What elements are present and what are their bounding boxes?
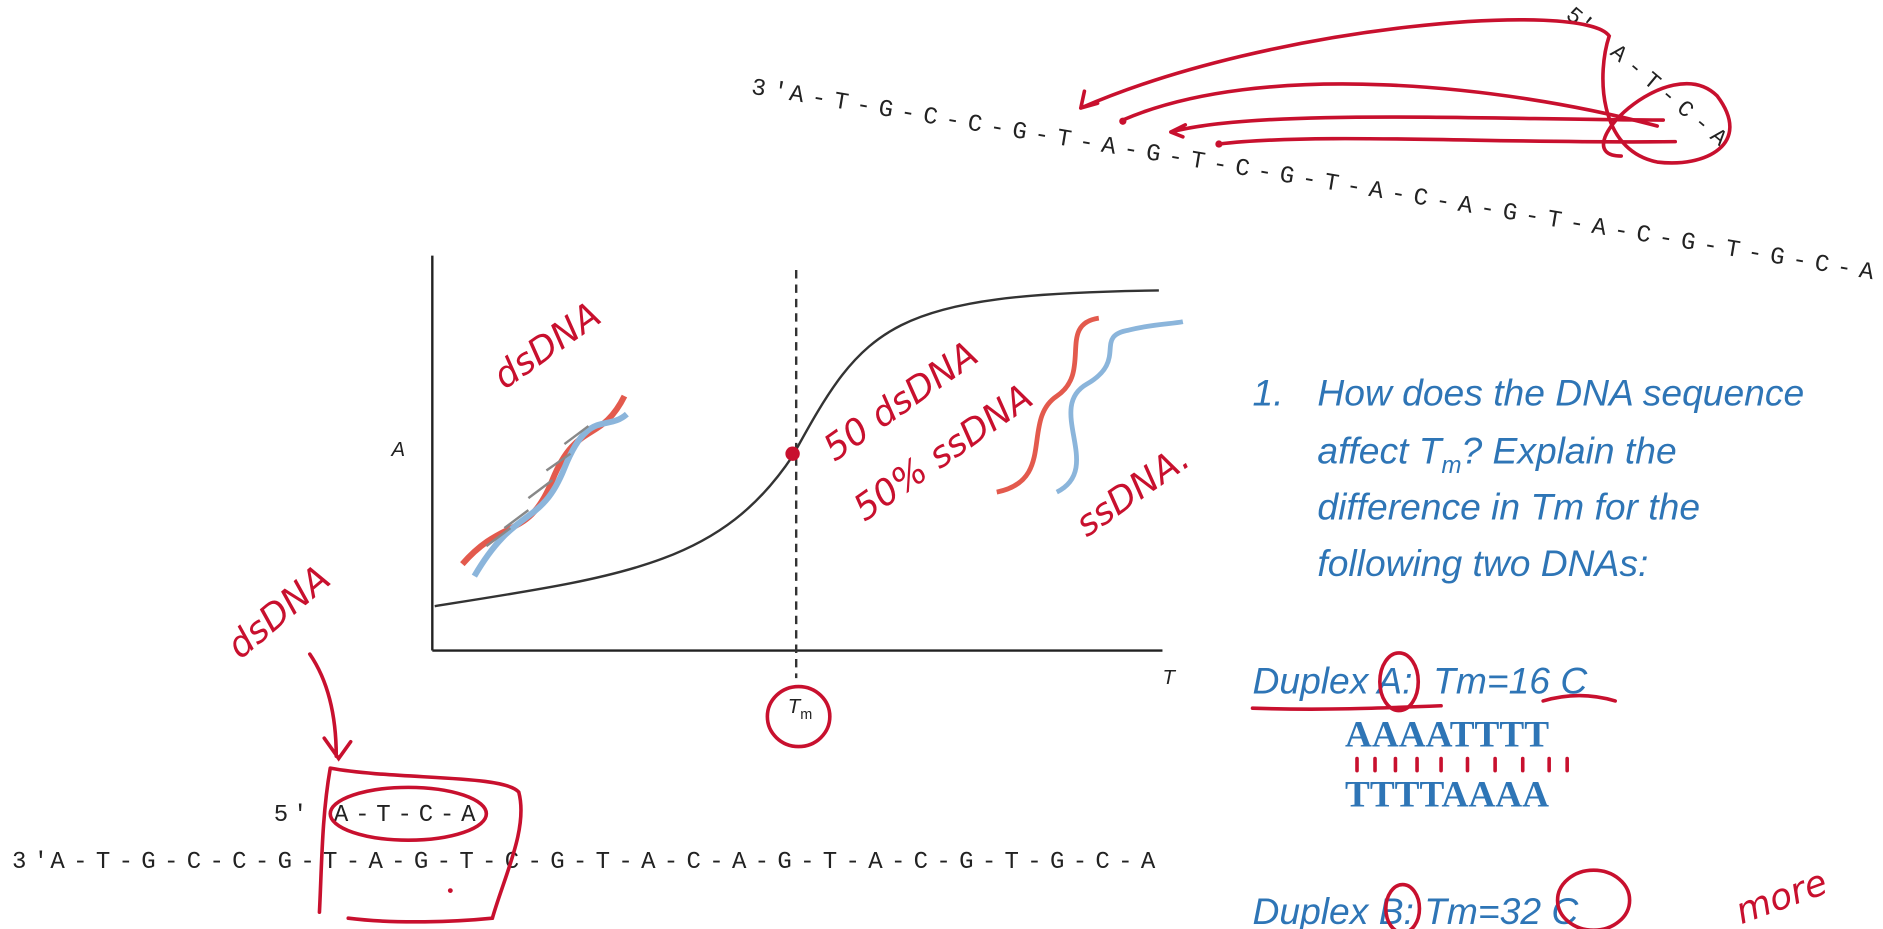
prime-label: 3′	[749, 75, 789, 108]
melting-curve-graph: A T Tm	[390, 256, 1182, 747]
bottom-annotations	[319, 768, 521, 922]
duplex-label: Duplex A: Tm=16 C	[1253, 660, 1589, 702]
prime-label: 3′	[12, 849, 48, 876]
sequence: A-T-G-C-C-G-T-A-G-T-C-G-T-A-C-A-G-T-A-C-…	[50, 849, 1155, 876]
sequence: A-T-G-C-C-G-T-A-G-T-C-G-T-A-C-A-G-T-A-C-…	[787, 81, 1876, 287]
handwriting: ssDNA.	[1068, 438, 1197, 545]
primer-sequence: A-T-C-A	[1605, 39, 1732, 152]
handwriting: more	[1730, 862, 1832, 929]
tm-sub: m	[800, 707, 812, 723]
top-strand: 3′ A-T-G-C-C-G-T-A-G-T-C-G-T-A-C-A-G-T-A…	[749, 75, 1876, 287]
question-line: affect Tm? Explain the	[1317, 429, 1676, 479]
primer-sequence: A-T-C-A	[334, 802, 476, 829]
subscript: m	[1441, 452, 1461, 479]
prime-label: 5′	[274, 802, 308, 829]
tm-label: Tm	[788, 696, 812, 723]
dsdna-icon	[462, 396, 627, 576]
duplex-strand: TTTTAAAA	[1345, 775, 1549, 816]
duplex-strand: AAAATTTT	[1345, 715, 1549, 756]
question: 1. How does the DNA sequence affect Tm? …	[1253, 372, 1805, 584]
annotation-arrow	[310, 654, 351, 758]
x-axis-label: T	[1162, 667, 1176, 689]
y-axis-label: A	[390, 439, 405, 461]
question-line: How does the DNA sequence	[1317, 372, 1804, 414]
question-line: difference in Tm for the	[1317, 486, 1700, 528]
page: 3′ A-T-G-C-C-G-T-A-G-T-C-G-T-A-C-A-G-T-A…	[0, 0, 1883, 929]
question-number: 1.	[1253, 372, 1284, 414]
text: ? Explain the	[1461, 429, 1676, 471]
slide: 3′ A-T-G-C-C-G-T-A-G-T-C-G-T-A-C-A-G-T-A…	[0, 0, 1883, 929]
question-line: following two DNAs:	[1317, 542, 1648, 584]
handwriting: dsDNA	[220, 558, 339, 667]
text: affect T	[1317, 429, 1443, 471]
annotation-arrows	[1081, 20, 1730, 163]
handwriting: dsDNA	[486, 295, 609, 398]
